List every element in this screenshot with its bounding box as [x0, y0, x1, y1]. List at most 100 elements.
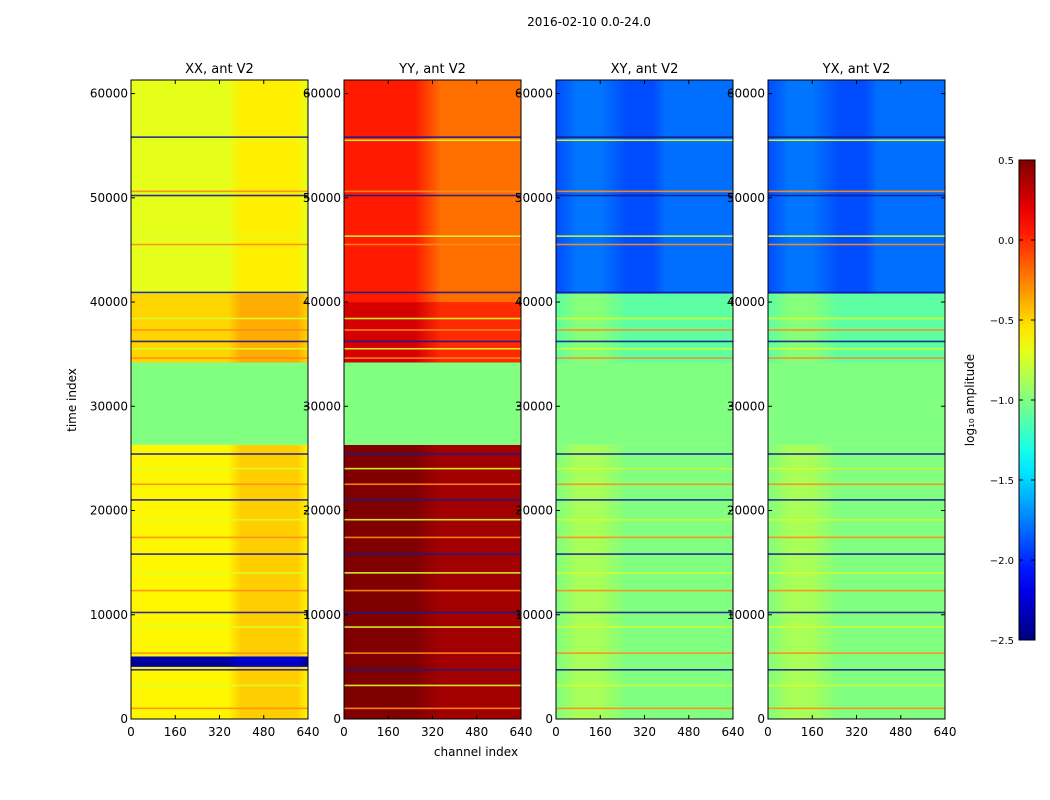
flag-row: [768, 707, 945, 710]
y-tick-label: 30000: [303, 399, 341, 413]
flag-row: [556, 589, 733, 592]
panel-1: XX, ant V2 0 160 320 480 640 0 10000 20000 30000 4…: [90, 62, 320, 739]
x-tick-label: 640: [722, 725, 745, 739]
flag-row: [131, 518, 308, 521]
colorbar-tick-label: −1.0: [990, 396, 1014, 407]
flag-row: [556, 243, 733, 246]
flag-row: [344, 235, 521, 237]
flag-row: [556, 669, 733, 671]
x-tick-label: 480: [252, 725, 275, 739]
colorbar-tick-label: −1.5: [990, 476, 1014, 487]
flag-row: [344, 347, 521, 350]
flag-row: [768, 626, 945, 628]
flag-row: [131, 340, 308, 343]
flag-row: [556, 684, 733, 687]
y-tick-label: 10000: [303, 608, 341, 622]
x-tick-label: 480: [889, 725, 912, 739]
flag-row: [768, 453, 945, 455]
flag-row: [768, 499, 945, 501]
x-tick-label: 320: [845, 725, 868, 739]
panel-title: YY, ant V2: [398, 62, 466, 77]
flag-row: [131, 572, 308, 574]
y-tick-label: 0: [545, 712, 553, 726]
colorbar-tick-label: −0.5: [990, 316, 1014, 327]
y-axis-label: time index: [65, 368, 79, 432]
flag-row: [344, 243, 521, 246]
flag-row: [556, 626, 733, 628]
flag-row: [556, 453, 733, 455]
flag-row: [768, 194, 945, 197]
colorbar-tick-label: −2.5: [990, 636, 1014, 647]
panel-title: XY, ant V2: [611, 62, 679, 77]
time-region-1: [556, 444, 733, 719]
panel-image: [768, 80, 945, 719]
flag-row: [768, 684, 945, 687]
x-tick-label: 480: [465, 725, 488, 739]
flag-row: [556, 707, 733, 710]
flag-row: [131, 136, 308, 138]
flag-row: [131, 347, 308, 350]
time-region-3: [131, 444, 308, 657]
panel-image: [556, 80, 733, 719]
flag-row: [344, 483, 521, 486]
flag-row: [556, 483, 733, 486]
y-tick-label: 20000: [727, 504, 765, 518]
flag-row: [556, 652, 733, 654]
flag-row: [131, 453, 308, 455]
y-tick-label: 0: [333, 712, 341, 726]
y-tick-label: 30000: [90, 399, 128, 413]
flag-row: [344, 453, 521, 455]
flag-row: [768, 652, 945, 654]
y-tick-label: 40000: [90, 295, 128, 309]
time-region-1: [768, 444, 945, 719]
flag-row: [768, 483, 945, 486]
y-tick-label: 50000: [303, 191, 341, 205]
time-region-3: [344, 302, 521, 363]
flag-row: [556, 136, 733, 138]
x-tick-label: 320: [208, 725, 231, 739]
flag-row: [344, 499, 521, 501]
flag-row: [768, 589, 945, 592]
time-region-3: [768, 293, 945, 363]
flag-row: [344, 572, 521, 574]
flag-row: [556, 194, 733, 197]
y-tick-label: 60000: [303, 87, 341, 101]
flag-row: [131, 483, 308, 486]
flag-row: [131, 707, 308, 710]
flag-row: [768, 190, 945, 193]
flag-row: [768, 243, 945, 246]
flag-row: [344, 707, 521, 710]
panel-title: YX, ant V2: [822, 62, 891, 77]
flag-row: [768, 536, 945, 539]
flag-row: [344, 536, 521, 539]
panel-2: YY, ant V2 0 160 320 480 640 0 10000 20000 30000 4…: [303, 62, 533, 739]
panel-3: XY, ant V2 0 160 320 480 640 0 10000 20000 30000 4…: [515, 62, 745, 739]
flag-row: [768, 347, 945, 350]
time-region-4: [131, 362, 308, 445]
y-tick-label: 0: [120, 712, 128, 726]
flag-row: [131, 291, 308, 294]
x-tick-label: 160: [377, 725, 400, 739]
flag-row: [344, 553, 521, 555]
x-tick-label: 640: [510, 725, 533, 739]
flag-row: [131, 357, 308, 359]
flag-row: [131, 626, 308, 628]
y-tick-label: 40000: [303, 295, 341, 309]
flag-row: [556, 291, 733, 294]
flag-row: [556, 317, 733, 320]
flag-row: [768, 340, 945, 343]
colorbar-label: log₁₀ amplitude: [963, 354, 977, 446]
flag-row: [344, 340, 521, 343]
y-tick-label: 10000: [90, 608, 128, 622]
flag-row: [556, 536, 733, 539]
flag-row: [131, 190, 308, 193]
y-tick-label: 20000: [90, 504, 128, 518]
flag-row: [768, 139, 945, 142]
flag-row: [556, 572, 733, 574]
x-tick-label: 0: [340, 725, 348, 739]
flag-row: [344, 291, 521, 294]
flag-row: [556, 235, 733, 237]
y-tick-label: 60000: [727, 87, 765, 101]
time-region-2: [768, 362, 945, 445]
flag-row: [131, 317, 308, 320]
